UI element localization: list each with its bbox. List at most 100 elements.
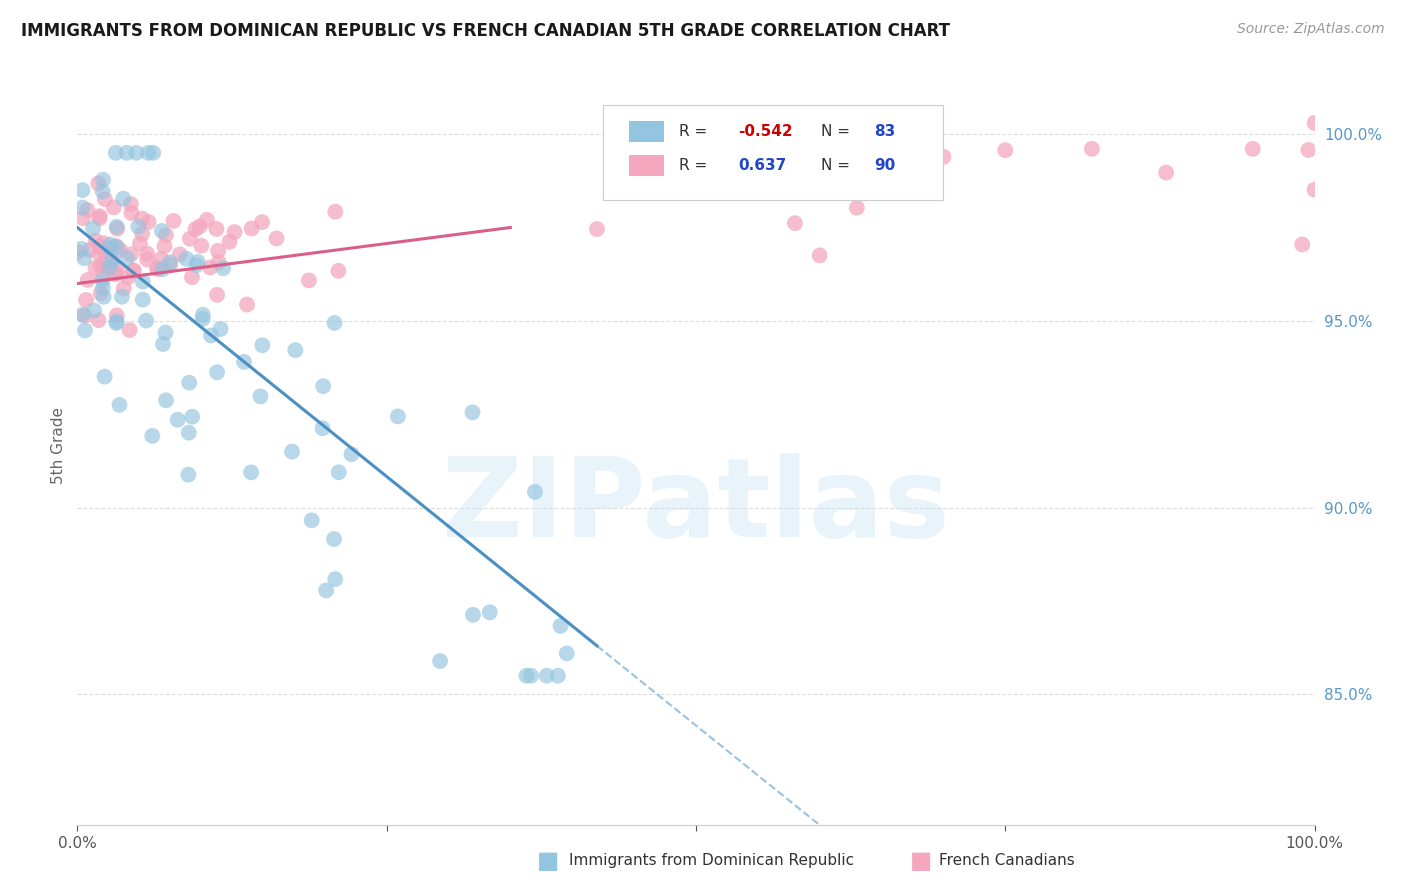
Point <box>150 224 173 238</box>
Point <box>301 513 323 527</box>
Point <box>783 216 806 230</box>
Point <box>845 201 868 215</box>
Point <box>141 429 163 443</box>
Point <box>91 185 114 199</box>
Point <box>72 308 94 322</box>
Text: N =: N = <box>821 158 855 173</box>
Point <box>84 234 107 248</box>
Point <box>808 248 831 262</box>
Point <box>105 240 128 254</box>
Point <box>176 252 198 266</box>
Point <box>207 255 229 269</box>
Point <box>240 466 263 480</box>
Text: 0.637: 0.637 <box>738 158 786 173</box>
Point <box>89 211 111 226</box>
Point <box>70 242 93 256</box>
Point <box>90 286 112 301</box>
Point <box>461 405 484 419</box>
Point <box>1303 116 1326 130</box>
Text: -0.542: -0.542 <box>738 124 793 139</box>
Point <box>240 221 263 235</box>
Point <box>177 467 200 482</box>
Point <box>994 143 1017 157</box>
Point <box>312 379 335 393</box>
Point <box>323 316 346 330</box>
Point <box>236 297 259 311</box>
Point <box>323 572 346 586</box>
Point <box>159 258 181 272</box>
Point <box>93 290 115 304</box>
Point <box>91 270 114 285</box>
Point <box>136 145 159 160</box>
Point <box>111 290 134 304</box>
Point <box>162 214 184 228</box>
Bar <box>628 155 664 176</box>
Point <box>159 255 181 269</box>
Point <box>66 244 89 259</box>
Point <box>184 222 207 236</box>
Point <box>205 365 228 379</box>
Point <box>125 145 148 160</box>
Point <box>1291 237 1313 252</box>
Point <box>108 398 131 412</box>
Point <box>520 669 543 683</box>
Point <box>152 337 174 351</box>
Point <box>132 275 155 289</box>
Point <box>209 322 232 336</box>
Point <box>100 241 122 255</box>
Text: IMMIGRANTS FROM DOMINICAN REPUBLIC VS FRENCH CANADIAN 5TH GRADE CORRELATION CHAR: IMMIGRANTS FROM DOMINICAN REPUBLIC VS FR… <box>21 22 950 40</box>
Point <box>932 150 955 164</box>
Point <box>79 243 101 257</box>
Point <box>155 228 177 243</box>
Point <box>135 313 157 327</box>
Point <box>1303 183 1326 197</box>
Point <box>547 669 569 683</box>
Point <box>190 238 212 252</box>
Point <box>284 343 307 358</box>
Point <box>115 145 138 160</box>
Point <box>233 355 256 369</box>
Point <box>129 236 152 251</box>
Point <box>187 254 209 268</box>
Point <box>89 240 111 254</box>
Point <box>89 246 111 260</box>
Point <box>132 293 155 307</box>
Point <box>155 326 177 340</box>
Point <box>478 605 501 619</box>
Point <box>131 227 153 241</box>
Point <box>94 192 117 206</box>
Point <box>169 247 191 261</box>
Point <box>685 122 707 136</box>
Point <box>150 252 173 266</box>
Text: Source: ZipAtlas.com: Source: ZipAtlas.com <box>1237 22 1385 37</box>
Point <box>536 669 558 683</box>
Point <box>181 270 204 285</box>
Point <box>166 413 188 427</box>
FancyBboxPatch shape <box>603 105 943 200</box>
Point <box>146 261 169 276</box>
Point <box>188 219 211 234</box>
Text: 83: 83 <box>875 124 896 139</box>
Point <box>252 338 274 352</box>
Point <box>105 219 128 234</box>
Point <box>90 259 112 273</box>
Point <box>122 263 145 277</box>
Point <box>200 328 222 343</box>
Text: ZIPatlas: ZIPatlas <box>441 453 950 560</box>
Point <box>91 273 114 287</box>
Point <box>315 583 337 598</box>
Point <box>94 259 117 273</box>
Point <box>249 389 271 403</box>
Point <box>91 281 114 295</box>
Point <box>103 201 125 215</box>
Point <box>93 236 115 251</box>
Point <box>325 204 347 219</box>
Point <box>205 222 228 236</box>
Point <box>177 425 200 440</box>
Point <box>281 444 304 458</box>
Point <box>112 281 135 295</box>
Text: ■: ■ <box>537 849 560 872</box>
Point <box>870 147 893 161</box>
Point <box>118 323 141 337</box>
Point <box>1154 165 1177 179</box>
